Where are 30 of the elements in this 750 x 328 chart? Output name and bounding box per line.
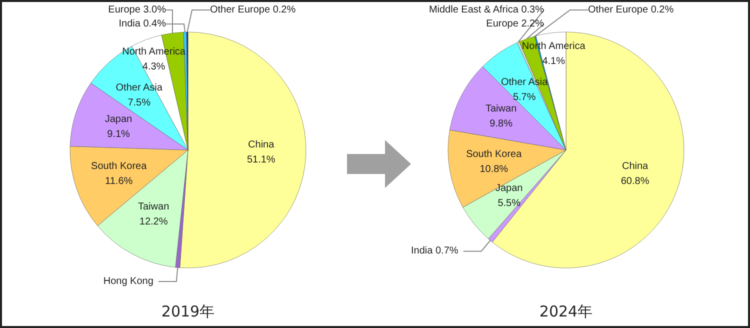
slice-label: Japan: [495, 182, 523, 194]
data-label: 9.1%: [107, 129, 130, 140]
slice-label: South Korea: [91, 160, 148, 172]
slice-label: Europe 2.2%: [486, 18, 544, 30]
slice-label: Other Europe 0.2%: [210, 4, 296, 16]
slice-label: South Korea: [466, 149, 522, 160]
slice-label: India 0.7%: [411, 246, 458, 257]
slice-label: Other Europe 0.2%: [588, 4, 674, 16]
slice-label: Europe 3.0%: [108, 4, 166, 16]
slice-label: China: [622, 161, 649, 172]
slice-label: Middle East & Africa 0.3%: [428, 4, 544, 16]
slice-label: China: [248, 140, 275, 151]
data-label: 5.7%: [512, 92, 536, 103]
slice-label: Japan: [104, 114, 132, 126]
data-label: 5.5%: [498, 198, 521, 209]
slice-label: Hong Kong: [103, 276, 154, 287]
text: 2019年: [161, 302, 215, 320]
data-label: 60.8%: [620, 176, 650, 188]
data-label: 51.1%: [246, 154, 276, 166]
slice-label: Taiwan: [138, 202, 170, 213]
data-label: 4.3%: [142, 61, 166, 72]
data-label: 9.8%: [490, 118, 513, 130]
text: 2024年: [539, 302, 593, 320]
data-label: 12.2%: [139, 216, 168, 228]
slice-label: Taiwan: [485, 103, 517, 114]
data-label: 11.6%: [105, 176, 133, 187]
slice-label: India 0.4%: [118, 18, 166, 30]
data-label: 7.5%: [128, 98, 151, 109]
data-label: 4.1%: [542, 56, 566, 68]
data-label: 10.8%: [480, 164, 508, 176]
